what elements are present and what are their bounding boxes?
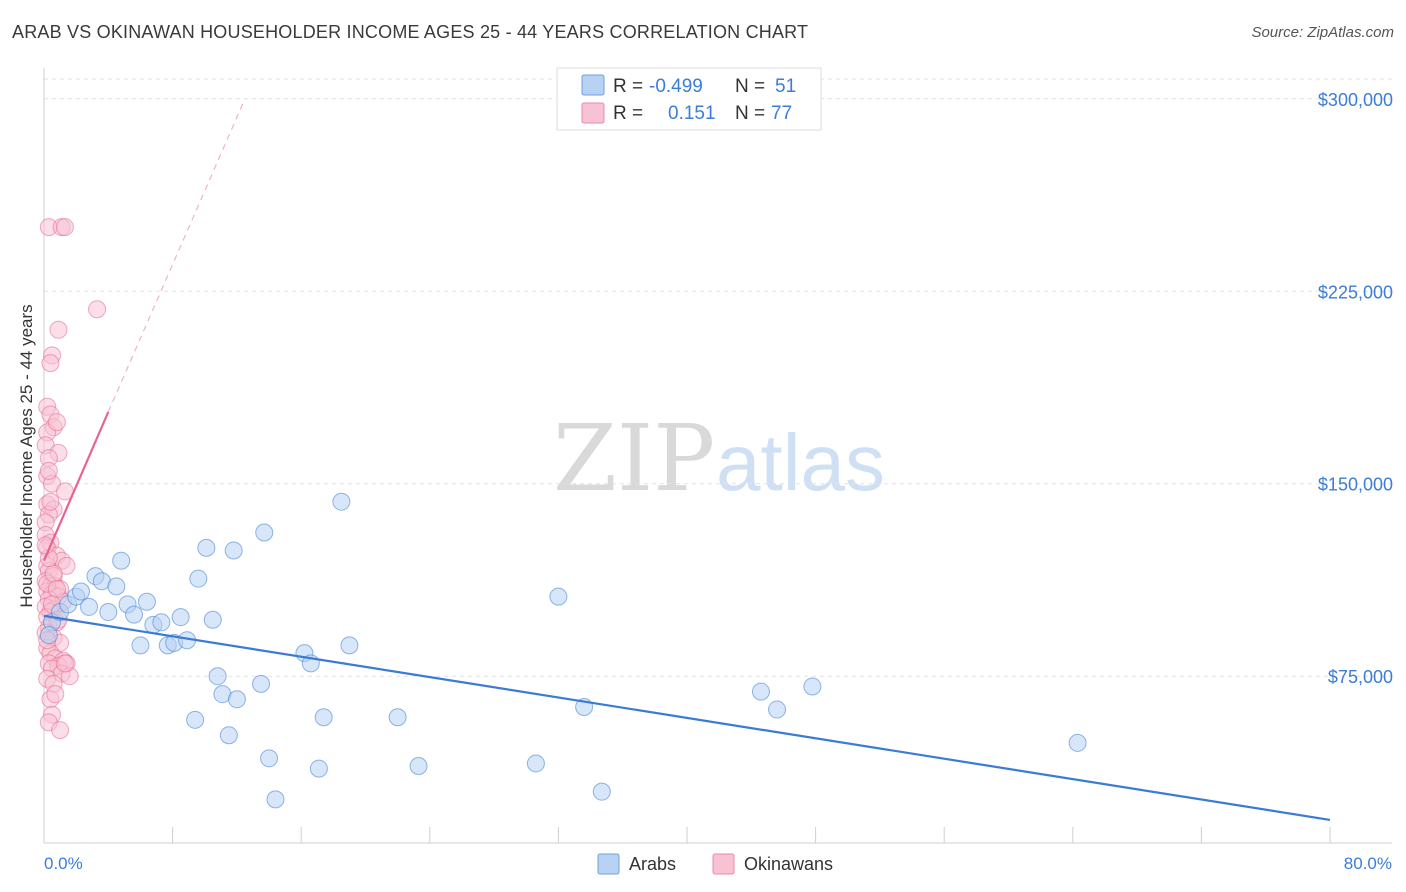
arabs-point — [208, 667, 227, 686]
legend-r-value-okinawans: 0.151 — [668, 103, 716, 124]
chart-title: ARAB VS OKINAWAN HOUSEHOLDER INCOME AGES… — [12, 22, 809, 42]
okinawans-point — [88, 300, 107, 319]
arabs-points — [39, 492, 1087, 809]
correlation-legend: R = -0.499 N = 51 R = 0.151 N = 77 — [556, 67, 822, 131]
arabs-point — [171, 608, 190, 627]
okinawans-point — [47, 579, 66, 598]
arabs-point — [99, 603, 118, 622]
arabs-point — [152, 613, 171, 632]
arabs-point — [549, 587, 568, 606]
legend-n-label-arabs: N = — [735, 76, 765, 97]
arabs-point — [112, 551, 131, 570]
legend-r-value-arabs: -0.499 — [649, 76, 703, 97]
watermark-atlas: atlas — [716, 418, 885, 507]
arabs-point — [1068, 733, 1087, 752]
okinawans-point — [46, 685, 65, 704]
y-tick-label: $225,000 — [1318, 282, 1393, 302]
arabs-point — [309, 759, 328, 778]
y-axis-label: Householder Income Ages 25 - 44 years — [17, 304, 36, 607]
okinawans-point — [41, 492, 60, 511]
legend-r-label-arabs: R = — [613, 76, 643, 97]
arabs-point — [255, 523, 274, 542]
okinawans-trend-line — [42, 411, 110, 562]
arabs-point — [137, 592, 156, 611]
arabs-point — [125, 605, 144, 624]
arabs-point — [189, 569, 208, 588]
y-tick-labels: $75,000 $150,000 $225,000 $300,000 — [1318, 90, 1393, 687]
arabs-point — [39, 626, 58, 645]
arabs-point — [219, 726, 238, 745]
okinawans-point — [44, 564, 63, 583]
arabs-point — [803, 677, 822, 696]
series-legend: Arabs Okinawans — [597, 853, 833, 875]
arabs-point — [266, 790, 285, 809]
x-tick-max: 80.0% — [1344, 854, 1392, 873]
arabs-point — [751, 682, 770, 701]
okinawans-point — [49, 320, 68, 339]
arabs-point — [314, 708, 333, 727]
gridlines — [44, 78, 1392, 677]
arabs-point — [80, 597, 99, 616]
arabs-point — [768, 700, 787, 719]
arabs-point — [332, 492, 351, 511]
arabs-point — [340, 636, 359, 655]
arabs-point — [260, 749, 279, 768]
arabs-point — [107, 577, 126, 596]
source-label: Source: ZipAtlas.com — [1251, 24, 1394, 41]
y-tick-label: $300,000 — [1318, 90, 1393, 110]
legend-r-label-okinawans: R = — [613, 103, 643, 124]
arabs-point — [592, 782, 611, 801]
legend-n-label-okinawans: N = — [735, 103, 765, 124]
y-tick-label: $75,000 — [1328, 667, 1393, 687]
arabs-trend-line — [43, 614, 1331, 821]
watermark-zip: ZIP — [553, 405, 715, 512]
arabs-point — [131, 636, 150, 655]
legend-n-value-arabs: 51 — [775, 76, 796, 97]
arabs-point — [197, 538, 216, 557]
trend-lines — [42, 98, 1331, 821]
legend-n-value-okinawans: 77 — [771, 103, 792, 124]
series-legend-swatch-arabs — [597, 853, 620, 875]
arabs-point — [227, 690, 246, 709]
arabs-point — [224, 541, 243, 560]
series-legend-okinawans: Okinawans — [744, 854, 833, 874]
arabs-point — [71, 582, 90, 601]
arabs-point — [203, 610, 222, 629]
okinawans-point — [55, 218, 74, 237]
arabs-point — [186, 710, 205, 729]
series-legend-swatch-okinawans — [712, 853, 735, 875]
arabs-point — [388, 708, 407, 727]
x-tick-min: 0.0% — [44, 854, 83, 873]
legend-swatch-okinawans — [581, 102, 605, 124]
arabs-point — [526, 754, 545, 773]
arabs-point — [409, 757, 428, 776]
okinawans-point — [39, 461, 58, 480]
okinawans-point — [47, 413, 66, 432]
legend-swatch-arabs — [581, 74, 605, 96]
okinawans-trend-extension — [107, 98, 246, 413]
okinawans-point — [41, 354, 60, 373]
okinawans-points — [36, 218, 107, 740]
okinawans-point — [51, 721, 70, 740]
okinawans-point — [55, 654, 74, 673]
series-legend-arabs: Arabs — [629, 854, 676, 874]
arabs-point — [252, 674, 271, 693]
y-tick-label: $150,000 — [1318, 475, 1393, 495]
